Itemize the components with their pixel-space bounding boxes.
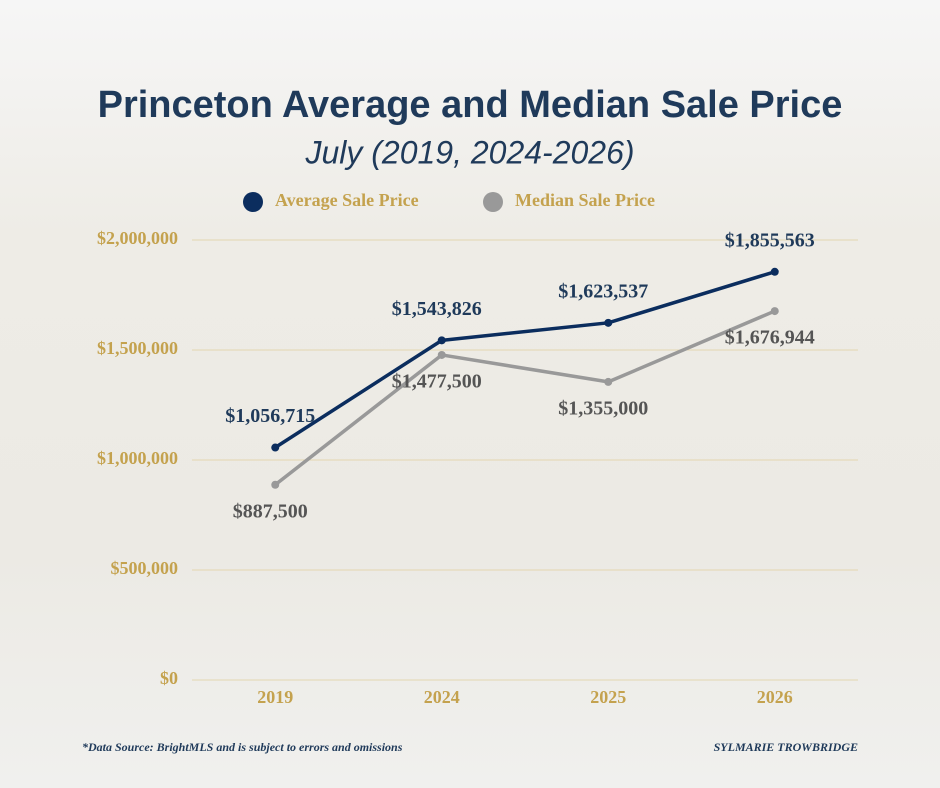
source-note: *Data Source: BrightMLS and is subject t… [82, 740, 403, 754]
data-point [604, 318, 613, 327]
x-tick-label: 2019 [257, 687, 293, 707]
data-label: $1,477,500 [392, 371, 482, 393]
data-point [271, 443, 280, 452]
y-tick-label: $2,000,000 [97, 228, 178, 248]
legend-label: Average Sale Price [275, 190, 419, 210]
series-line [274, 270, 776, 449]
data-label: $1,543,826 [392, 298, 482, 320]
data-point [770, 267, 779, 276]
y-tick-label: $1,000,000 [97, 448, 178, 468]
x-tick-label: 2024 [424, 687, 460, 707]
y-tick-label: $1,500,000 [97, 338, 178, 358]
data-label: $1,676,944 [725, 327, 815, 349]
data-label: $1,355,000 [558, 397, 648, 419]
data-label: $887,500 [233, 500, 308, 522]
x-tick-label: 2026 [757, 687, 793, 707]
y-tick-label: $500,000 [111, 558, 179, 578]
x-tick-label: 2025 [590, 687, 626, 707]
y-tick-label: $0 [160, 668, 178, 688]
legend-label: Median Sale Price [515, 190, 655, 210]
series-line [274, 309, 776, 487]
data-point [437, 336, 446, 345]
data-point [770, 307, 779, 316]
legend-marker [483, 192, 503, 212]
data-point [271, 480, 280, 489]
data-point [437, 350, 446, 359]
data-label: $1,855,563 [725, 229, 815, 251]
legend-marker [243, 192, 263, 212]
data-point [604, 377, 613, 386]
data-label: $1,056,715 [225, 405, 315, 427]
data-label: $1,623,537 [558, 280, 648, 302]
credit: SYLMARIE TROWBRIDGE [714, 740, 858, 754]
chart-subtitle: July (2019, 2024-2026) [304, 134, 634, 170]
chart-title: Princeton Average and Median Sale Price [98, 84, 843, 126]
